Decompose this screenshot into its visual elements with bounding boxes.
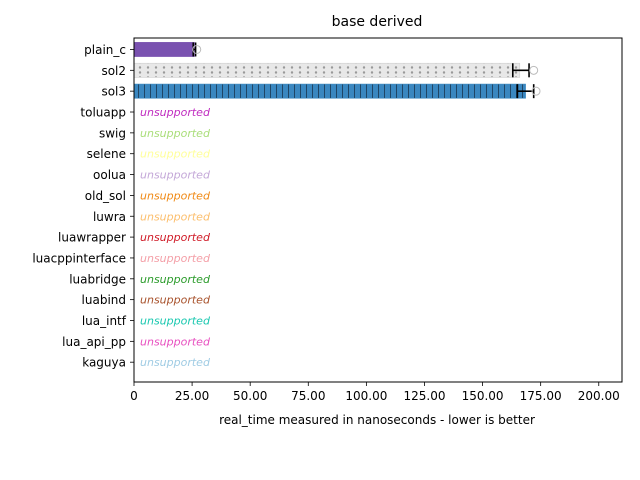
- y-tick-label: selene: [87, 147, 126, 161]
- unsupported-label: unsupported: [140, 231, 211, 244]
- y-tick-label: lua_intf: [82, 314, 127, 328]
- x-tick-label: 150.00: [462, 389, 504, 403]
- unsupported-label: unsupported: [140, 210, 211, 223]
- outlier-point: [529, 65, 539, 75]
- y-tick-label: luwra: [93, 210, 126, 224]
- y-tick-label: old_sol: [85, 189, 126, 203]
- unsupported-label: unsupported: [140, 127, 211, 140]
- y-tick-label: plain_c: [84, 43, 126, 57]
- unsupported-label: unsupported: [140, 356, 211, 369]
- x-tick-label: 175.00: [520, 389, 562, 403]
- x-tick-label: 50.00: [233, 389, 267, 403]
- unsupported-label: unsupported: [140, 294, 211, 307]
- unsupported-label: unsupported: [140, 189, 211, 202]
- unsupported-label: unsupported: [140, 106, 211, 119]
- y-tick-label: sol2: [101, 64, 126, 78]
- x-axis-label: real_time measured in nanoseconds - lowe…: [219, 413, 535, 427]
- y-tick-label: luawrapper: [58, 231, 126, 245]
- y-tick-label: luacppinterface: [32, 251, 126, 265]
- x-tick-label: 75.00: [291, 389, 325, 403]
- unsupported-label: unsupported: [140, 169, 211, 182]
- unsupported-label: unsupported: [140, 273, 211, 286]
- outlier-point: [192, 44, 202, 54]
- x-tick-label: 0: [130, 389, 138, 403]
- chart-title: base derived: [332, 14, 423, 30]
- y-tick-label: luabridge: [69, 272, 126, 286]
- x-tick-label: 25.00: [175, 389, 209, 403]
- y-tick-label: toluapp: [80, 106, 126, 120]
- x-tick-label: 125.00: [403, 389, 445, 403]
- unsupported-label: unsupported: [140, 252, 211, 265]
- plot-frame: [133, 37, 623, 383]
- x-tick-label: 200.00: [578, 389, 620, 403]
- x-tick-label: 100.00: [345, 389, 387, 403]
- unsupported-label: unsupported: [140, 314, 211, 327]
- bar: [133, 62, 521, 78]
- y-tick-label: oolua: [93, 168, 126, 182]
- y-tick-label: luabind: [82, 293, 126, 307]
- plot-area: plain_c sol2 sol3 toluapp swig selene oolua old…: [32, 37, 623, 403]
- unsupported-label: unsupported: [140, 335, 211, 348]
- unsupported-label: unsupported: [140, 148, 211, 161]
- y-tick-label: kaguya: [82, 356, 126, 370]
- y-tick-label: lua_api_pp: [62, 335, 126, 349]
- outlier-point: [531, 86, 541, 96]
- y-tick-label: sol3: [101, 85, 126, 99]
- y-tick-label: swig: [99, 126, 126, 140]
- bar: [133, 83, 526, 99]
- bar: [133, 42, 195, 57]
